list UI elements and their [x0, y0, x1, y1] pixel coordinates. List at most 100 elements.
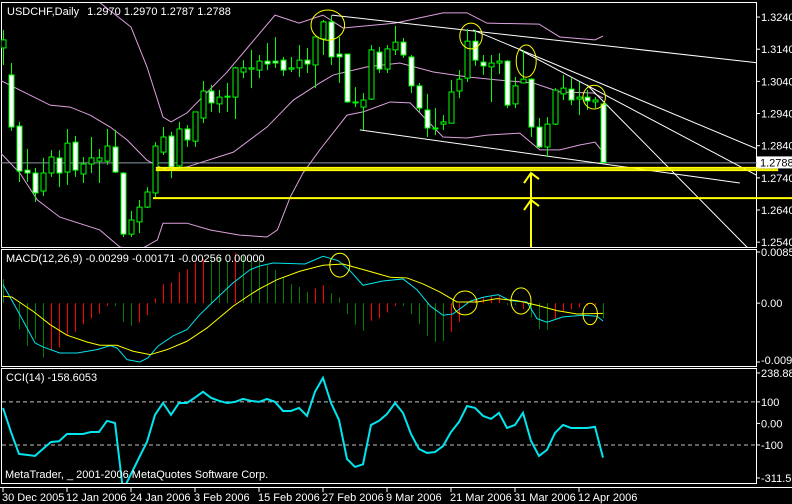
cci-line: [2, 375, 604, 483]
macd-panel[interactable]: [2, 252, 604, 363]
candle: [24, 148, 31, 183]
cci-tick-label: 100: [761, 397, 779, 409]
cci-panel[interactable]: [2, 375, 756, 491]
candle: [296, 45, 303, 77]
candle-body-bull: [136, 206, 143, 223]
cci-panel-frame: [1, 368, 757, 484]
candle-body-bull: [232, 67, 239, 98]
time-tick-label: 31 Mar 2006: [514, 492, 576, 504]
candle-body-bear: [416, 85, 423, 109]
candle: [560, 74, 567, 101]
candle: [592, 97, 599, 109]
candle: [48, 150, 55, 177]
candle-body-bear: [352, 101, 359, 104]
price-panel[interactable]: [0, 0, 760, 250]
symbol-label: USDCHF,Daily: [7, 6, 80, 18]
macd-tick-label: -0.00987: [761, 355, 792, 367]
time-tick-label: 30 Dec 2005: [2, 492, 64, 504]
candle: [240, 60, 247, 79]
candle-body-bull: [384, 48, 391, 70]
candle-body-bear: [424, 109, 431, 129]
current-price-label: 1.2788: [760, 157, 792, 169]
macd-panel-frame: [1, 249, 757, 367]
bollinger-upper-band: [99, 3, 604, 123]
macd-tick-label: 0.00: [761, 298, 782, 310]
candle: [120, 172, 127, 238]
candle-body-bull: [176, 128, 183, 167]
candle: [544, 117, 551, 157]
candle: [160, 127, 167, 156]
candle-body-bear: [168, 135, 175, 168]
cci-tick-label: -100: [761, 440, 783, 452]
candle: [512, 76, 519, 109]
price-tick-label: 1.3140: [761, 44, 792, 56]
candle-body-bull: [552, 89, 559, 125]
candle: [40, 157, 47, 197]
candle-body-bull: [1, 39, 7, 49]
candle: [440, 115, 447, 130]
candle: [176, 121, 183, 171]
candle: [96, 148, 103, 183]
candle: [288, 56, 295, 73]
candle-body-bull: [512, 85, 519, 105]
candle-body-bull: [432, 127, 439, 130]
annotation-circle: [510, 287, 532, 315]
candle-body-bear: [16, 125, 23, 172]
main-panel-frame: [1, 2, 757, 248]
candle: [184, 125, 191, 147]
time-tick-label: 15 Feb 2006: [258, 492, 320, 504]
candle-body-bull: [240, 67, 247, 73]
candle-body-bear: [120, 172, 127, 235]
annotation-circle: [582, 302, 598, 326]
candle-body-bull: [224, 95, 231, 98]
candle-body-bear: [264, 60, 271, 65]
candle-body-bull: [200, 90, 207, 119]
candle-body-bull: [160, 136, 167, 153]
candle: [424, 93, 431, 138]
time-tick-label: 12 Apr 2006: [578, 492, 637, 504]
candle: [352, 87, 359, 108]
time-tick-label: 9 Mar 2006: [386, 492, 442, 504]
candle: [456, 70, 463, 99]
candle: [208, 84, 215, 112]
candle: [112, 129, 119, 174]
time-tick-label: 12 Jan 2006: [66, 492, 127, 504]
candle-body-bull: [88, 157, 95, 165]
candle-body-bull: [256, 60, 263, 71]
candle: [320, 19, 327, 55]
candle-body-bull: [296, 59, 303, 69]
candle-body-bull: [392, 41, 399, 51]
time-tick-label: 21 Mar 2006: [450, 492, 512, 504]
candle-body-bear: [400, 41, 407, 56]
candle-body-bull: [440, 121, 447, 125]
candle-body-bull: [144, 191, 151, 208]
candle-body-bull: [368, 49, 375, 100]
candle-body-bear: [408, 56, 415, 87]
ohlc-label: 1.2970 1.2970 1.2787 1.2788: [87, 6, 231, 18]
candle-body-bear: [32, 172, 39, 194]
candle: [80, 156, 87, 183]
candle: [248, 49, 255, 89]
candle: [600, 103, 607, 163]
annotation-arrow-head: [523, 198, 540, 211]
candle: [144, 187, 151, 209]
candle-body-bear: [112, 146, 119, 173]
candle-body-bear: [280, 59, 287, 71]
candle-body-bull: [456, 78, 463, 92]
annotation-circle: [452, 290, 478, 316]
candle: [568, 78, 575, 106]
candle: [232, 66, 239, 119]
cci-tick-label: 238.884: [761, 368, 792, 380]
candle-body-bear: [480, 61, 487, 67]
axes: 1.3240 1.3140 1.3040 1.2940 1.2840 1.2740 1.26…: [2, 12, 792, 504]
trendline: [359, 129, 740, 184]
candle: [264, 43, 271, 71]
candle: [312, 36, 319, 89]
candle: [256, 54, 263, 79]
candle-body-bear: [584, 96, 591, 102]
price-tick-label: 1.2740: [761, 173, 792, 185]
candle-body-bull: [80, 163, 87, 175]
candle: [376, 46, 383, 74]
